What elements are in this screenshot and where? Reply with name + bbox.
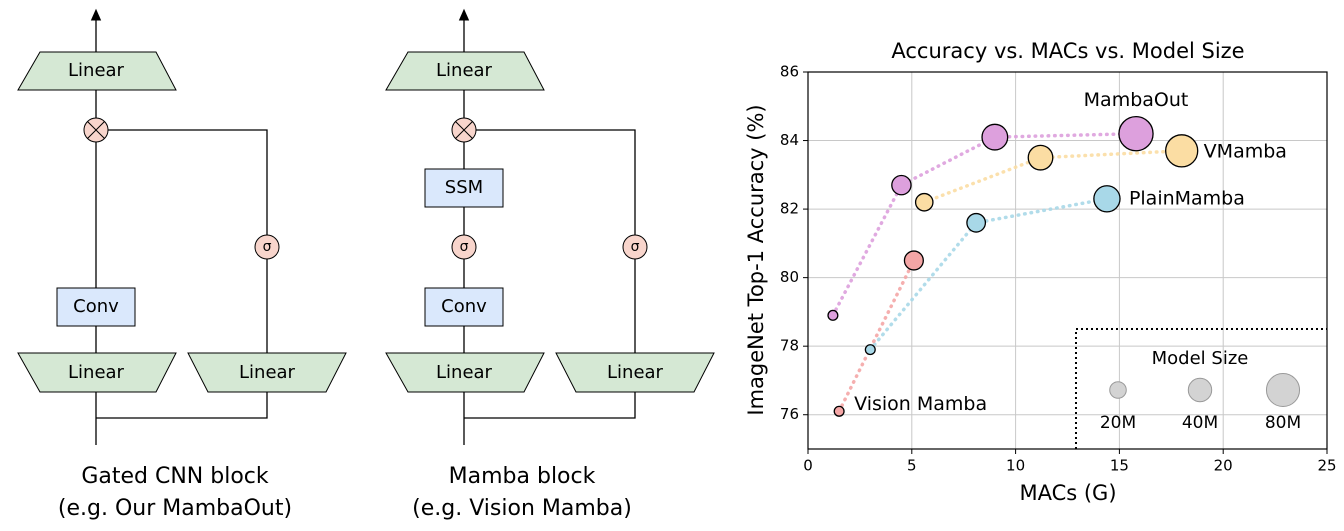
conv-block [424, 287, 504, 327]
y-tick-label: 76 [780, 405, 799, 423]
legend-frame [1075, 328, 1327, 449]
point [827, 309, 839, 321]
legend-size-label: 40M [1182, 413, 1218, 433]
block-label: SSM [445, 177, 483, 198]
y-tick-label: 80 [780, 268, 799, 286]
block-label: Linear [607, 362, 664, 383]
legend-size-marker [1109, 381, 1127, 399]
gate-label: σ [263, 239, 272, 255]
linear-block [187, 352, 347, 393]
activation [451, 234, 477, 260]
plot-frame [807, 71, 1328, 450]
linear-block [17, 51, 177, 91]
point [903, 250, 924, 271]
y-tick-label: 86 [780, 63, 799, 81]
y-axis-label: ImageNet Top-1 Accuracy (%) [744, 104, 768, 415]
block-label: Linear [436, 362, 493, 383]
point [966, 212, 987, 233]
series-label: PlainMamba [1129, 187, 1245, 209]
gated-cnn-diagram: Linear Conv σ Linear Linear Gated CNN bl… [17, 8, 347, 521]
chart: 0 5 10 15 20 25 76 78 80 82 84 86 Model Size 20M 40M 80… [780, 63, 1337, 475]
x-tick-label: 5 [907, 457, 917, 475]
linear-block [17, 352, 177, 393]
conv-block [56, 287, 136, 327]
x-axis-label: MACs (G) [1019, 481, 1116, 505]
point [833, 405, 845, 417]
point [1027, 144, 1054, 171]
linear-block [555, 352, 715, 393]
point [981, 123, 1009, 151]
x-tick-label: 0 [803, 457, 813, 475]
y-tick-label: 78 [780, 337, 799, 355]
ssm-block [424, 168, 504, 208]
point [1165, 134, 1199, 168]
linear-block [385, 51, 545, 91]
x-tick-label: 10 [1006, 457, 1025, 475]
point [1093, 185, 1121, 213]
point [1118, 115, 1154, 152]
gate [254, 234, 280, 260]
gate-label: σ [631, 239, 640, 255]
chart-title: Accuracy vs. MACs vs. Model Size [891, 39, 1244, 63]
block-label: Conv [73, 296, 119, 317]
trend-line [837, 258, 916, 414]
block-label: Conv [441, 296, 487, 317]
legend-size-label: 80M [1265, 413, 1301, 433]
block-label: Linear [436, 60, 493, 81]
legend-size-marker [1265, 372, 1301, 408]
x-tick-label: 15 [1110, 457, 1129, 475]
caption: Gated CNN block [81, 464, 269, 489]
point [914, 192, 934, 212]
legend-size-marker [1187, 377, 1213, 403]
series-label: VMamba [1204, 140, 1287, 162]
block-label: Linear [68, 362, 125, 383]
point [864, 344, 876, 356]
legend-title: Model Size [1152, 348, 1249, 369]
caption: (e.g. Vision Mamba) [412, 496, 632, 521]
series-label: MambaOut [1084, 89, 1189, 111]
trend-line [831, 131, 1138, 318]
caption: Mamba block [449, 464, 596, 489]
act-label: σ [460, 239, 469, 255]
series-label: Vision Mamba [854, 393, 987, 415]
linear-block [385, 352, 545, 393]
trend-line [868, 197, 1109, 352]
x-tick-label: 25 [1317, 457, 1336, 475]
block-label: Linear [68, 60, 125, 81]
gate [622, 234, 648, 260]
x-tick-label: 20 [1214, 457, 1233, 475]
point [891, 174, 912, 196]
block-label: Linear [239, 362, 296, 383]
legend-size-label: 20M [1100, 413, 1136, 433]
caption: (e.g. Our MambaOut) [58, 496, 292, 521]
y-tick-label: 84 [780, 131, 799, 149]
y-tick-label: 82 [780, 200, 799, 218]
mamba-diagram: Linear SSM σ Conv σ Linear Linear Mamba … [385, 8, 715, 521]
